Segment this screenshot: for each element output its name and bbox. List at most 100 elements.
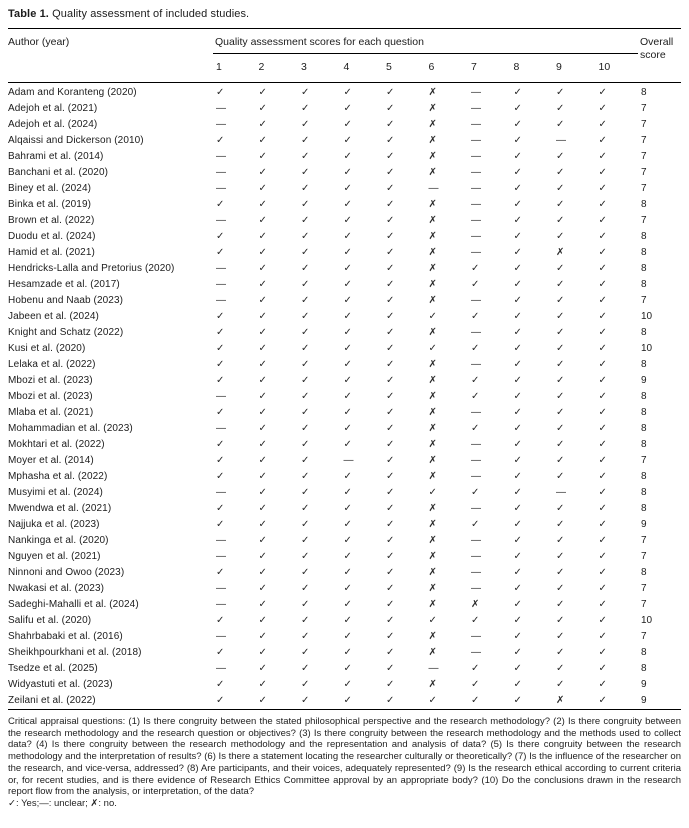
score-cell: ✓ [598, 167, 607, 178]
score-cell: ✓ [386, 471, 395, 482]
score-cell: — [471, 151, 481, 162]
score-cell: ✓ [258, 375, 267, 386]
score-cell: ✓ [301, 327, 310, 338]
overall-score-cell: 8 [641, 439, 647, 450]
score-cell: ✗ [428, 519, 437, 530]
score-cell: ✓ [598, 183, 607, 194]
score-cell: ✓ [258, 167, 267, 178]
score-cell: ✓ [216, 135, 225, 146]
table-row: Moyer et al. (2014) ✓ ✓ ✓ — ✓ ✗ — ✓ ✓ ✓ 7 [8, 453, 681, 469]
score-cell: ✓ [428, 343, 437, 354]
score-cell: ✓ [471, 375, 480, 386]
table-row: Lelaka et al. (2022) ✓ ✓ ✓ ✓ ✓ ✗ — ✓ ✓ ✓ 8 [8, 357, 681, 373]
score-cell: ✓ [598, 247, 607, 258]
score-cell: ✓ [556, 567, 565, 578]
overall-score-cell: 8 [641, 87, 647, 98]
score-cell: ✓ [556, 327, 565, 338]
score-cell: ✓ [258, 567, 267, 578]
score-cell: ✓ [598, 151, 607, 162]
table-row: Nwakasi et al. (2023) — ✓ ✓ ✓ ✓ ✗ — ✓ ✓ ✓ 7 [8, 581, 681, 597]
overall-score-cell: 8 [641, 359, 647, 370]
score-cell: ✓ [301, 359, 310, 370]
score-cell: ✓ [513, 103, 522, 114]
score-cell: ✓ [598, 583, 607, 594]
author-cell: Brown et al. (2022) [8, 215, 95, 226]
score-cell: ✓ [216, 375, 225, 386]
score-cell: ✓ [343, 343, 352, 354]
score-cell: ✓ [343, 119, 352, 130]
score-cell: — [471, 87, 481, 98]
table-row: Bahrami et al. (2014) — ✓ ✓ ✓ ✓ ✗ — ✓ ✓ ✓ 7 [8, 149, 681, 165]
overall-score-cell: 9 [641, 375, 647, 386]
score-cell: ✓ [598, 215, 607, 226]
score-cell: — [556, 135, 566, 146]
score-cell: ✓ [386, 135, 395, 146]
score-cell: — [216, 551, 226, 562]
score-cell: ✗ [471, 599, 480, 610]
score-cell: ✓ [258, 215, 267, 226]
score-cell: ✓ [598, 679, 607, 690]
table-row: Ninnoni and Owoo (2023) ✓ ✓ ✓ ✓ ✓ ✗ — ✓ ✓ ✓ 8 [8, 565, 681, 581]
score-cell: — [216, 583, 226, 594]
score-cell: ✓ [556, 647, 565, 658]
author-cell: Zeilani et al. (2022) [8, 695, 96, 706]
score-cell: ✓ [301, 647, 310, 658]
table-row: Biney et al. (2024) — ✓ ✓ ✓ ✓ — — ✓ ✓ ✓ 7 [8, 181, 681, 197]
score-cell: ✓ [216, 231, 225, 242]
score-cell: ✓ [343, 583, 352, 594]
table-row: Najjuka et al. (2023) ✓ ✓ ✓ ✓ ✓ ✗ ✓ ✓ ✓ ✓ 9 [8, 517, 681, 533]
score-cell: ✓ [598, 695, 607, 706]
score-cell: ✓ [258, 103, 267, 114]
score-cell: ✓ [216, 407, 225, 418]
score-cell: ✗ [428, 103, 437, 114]
score-cell: ✓ [301, 519, 310, 530]
score-cell: — [216, 663, 226, 674]
score-cell: ✓ [598, 487, 607, 498]
score-cell: ✓ [471, 519, 480, 530]
score-cell: ✓ [216, 679, 225, 690]
table-row: Mwendwa et al. (2021) ✓ ✓ ✓ ✓ ✓ ✗ — ✓ ✓ ✓ 8 [8, 501, 681, 517]
score-cell: ✓ [386, 439, 395, 450]
author-cell: Mokhtari et al. (2022) [8, 439, 105, 450]
score-cell: ✓ [258, 503, 267, 514]
score-cell: ✓ [301, 87, 310, 98]
score-cell: ✗ [428, 151, 437, 162]
score-cell: ✓ [258, 343, 267, 354]
score-cell: ✓ [258, 263, 267, 274]
author-cell: Adejoh et al. (2024) [8, 119, 98, 130]
score-cell: ✓ [386, 311, 395, 322]
score-cell: — [471, 407, 481, 418]
author-cell: Adejoh et al. (2021) [8, 103, 98, 114]
score-cell: ✓ [471, 311, 480, 322]
score-cell: ✓ [556, 103, 565, 114]
score-cell: ✓ [216, 311, 225, 322]
table-title-text: Quality assessment of included studies. [52, 8, 250, 20]
score-cell: ✓ [556, 599, 565, 610]
score-cell: ✗ [428, 551, 437, 562]
overall-score-cell: 8 [641, 487, 647, 498]
score-cell: ✓ [513, 519, 522, 530]
score-cell: ✓ [513, 263, 522, 274]
overall-score-cell: 9 [641, 679, 647, 690]
overall-score-cell: 8 [641, 471, 647, 482]
score-cell: ✓ [556, 679, 565, 690]
score-cell: ✓ [216, 647, 225, 658]
score-cell: ✓ [556, 167, 565, 178]
score-cell: ✓ [598, 455, 607, 466]
table-row: Brown et al. (2022) — ✓ ✓ ✓ ✓ ✗ — ✓ ✓ ✓ 7 [8, 213, 681, 229]
score-cell: ✓ [598, 87, 607, 98]
table-title: Table 1. Quality assessment of included … [8, 8, 681, 21]
score-cell: ✓ [216, 87, 225, 98]
score-cell: ✓ [258, 583, 267, 594]
author-cell: Mwendwa et al. (2021) [8, 503, 112, 514]
score-cell: ✓ [301, 311, 310, 322]
score-cell: ✓ [513, 279, 522, 290]
author-cell: Hesamzade et al. (2017) [8, 279, 120, 290]
author-cell: Biney et al. (2024) [8, 183, 92, 194]
score-cell: ✗ [428, 87, 437, 98]
table-row: Binka et al. (2019) ✓ ✓ ✓ ✓ ✓ ✗ — ✓ ✓ ✓ 8 [8, 197, 681, 213]
question-number: 4 [343, 61, 350, 73]
overall-score-cell: 7 [641, 631, 647, 642]
author-cell: Mohammadian et al. (2023) [8, 423, 133, 434]
score-cell: ✓ [513, 615, 522, 626]
